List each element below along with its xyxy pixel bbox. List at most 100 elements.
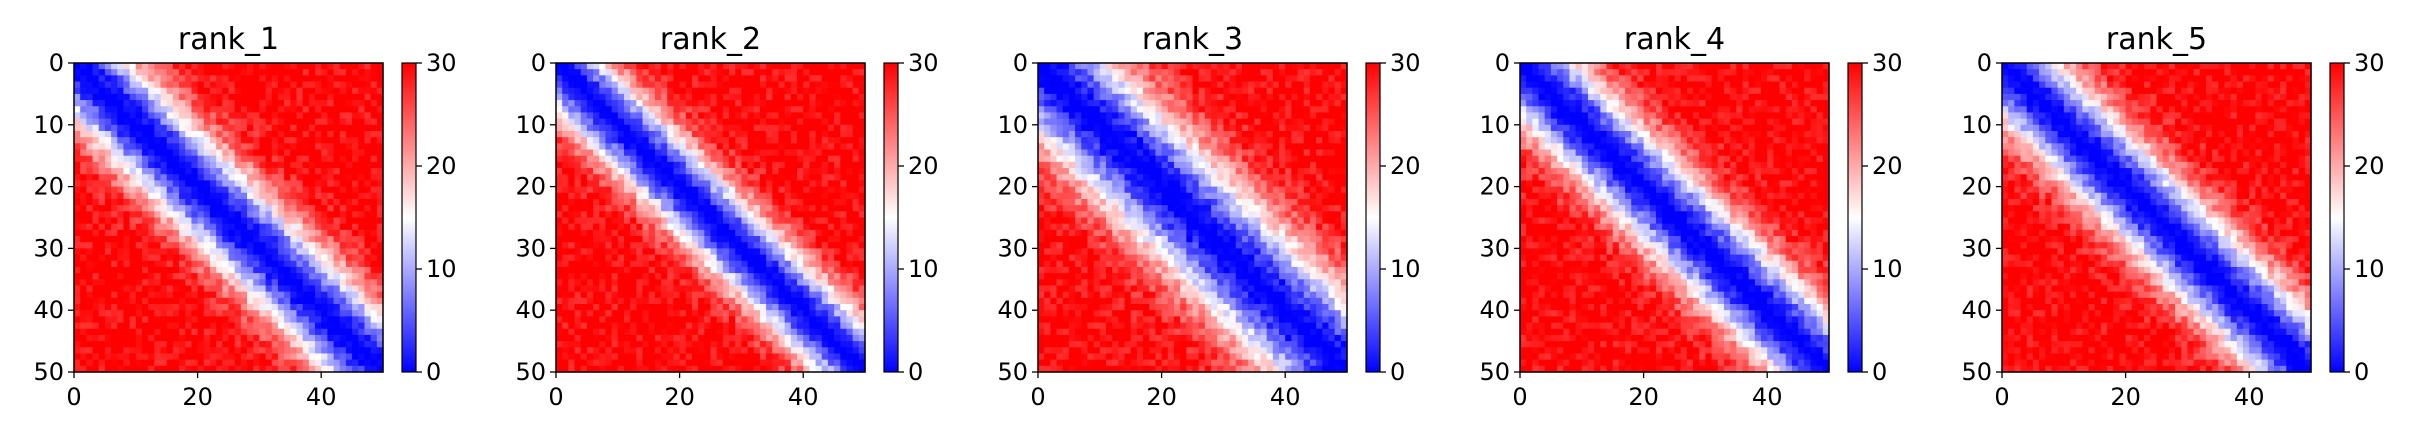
heatmap-cell (160, 310, 168, 317)
heatmap-cell (98, 353, 106, 361)
heatmap-cell (166, 63, 174, 70)
heatmap-cell (98, 118, 106, 126)
heatmap-cell (333, 359, 341, 367)
heatmap-cell (141, 223, 149, 231)
heatmap-cell (790, 242, 798, 249)
heatmap-cell (160, 347, 168, 355)
heatmap-cell (722, 316, 730, 324)
x-tick-label: 0 (66, 383, 81, 411)
heatmap-cell (123, 334, 131, 342)
heatmap-cell (642, 143, 650, 151)
heatmap-cell (160, 161, 168, 169)
heatmap-cell (580, 304, 588, 311)
heatmap-cell (716, 192, 724, 200)
heatmap-cell (642, 63, 650, 70)
heatmap-cell (704, 106, 712, 114)
heatmap-cell (358, 273, 366, 280)
heatmap-cell (778, 279, 786, 287)
heatmap-cell (327, 285, 335, 293)
heatmap-cell (858, 118, 866, 126)
heatmap-cell (556, 359, 563, 367)
heatmap-cell (228, 118, 236, 126)
heatmap-cell (834, 248, 841, 256)
heatmap-cell (148, 217, 155, 225)
heatmap-cell (617, 143, 625, 151)
heatmap-cell (197, 106, 205, 114)
heatmap-cell (111, 304, 118, 311)
heatmap-cell (747, 236, 755, 243)
heatmap-cell (778, 359, 786, 367)
heatmap-cell (630, 334, 637, 342)
heatmap-cell (271, 359, 279, 367)
heatmap-cell (141, 124, 149, 132)
heatmap-cell (104, 328, 112, 336)
heatmap-cell (358, 217, 366, 225)
heatmap-cell (185, 322, 193, 330)
heatmap-cell (803, 242, 810, 249)
heatmap-cell (141, 87, 149, 95)
heatmap-cell (611, 112, 619, 120)
heatmap-cell (216, 359, 223, 367)
heatmap-cell (86, 87, 94, 95)
heatmap-cell (86, 81, 94, 89)
heatmap-cell (716, 297, 724, 305)
heatmap-cell (691, 236, 699, 243)
heatmap-cell (784, 112, 792, 120)
heatmap-cell (259, 266, 267, 274)
heatmap-cell (265, 118, 273, 126)
heatmap-cell (759, 217, 767, 225)
heatmap-cell (790, 285, 798, 293)
heatmap-cell (339, 223, 347, 231)
heatmap-cell (778, 297, 786, 305)
heatmap-cell (858, 242, 866, 249)
heatmap-cell (766, 304, 773, 311)
heatmap-cell (376, 211, 384, 219)
heatmap-cell (766, 106, 773, 114)
heatmap-cell (352, 316, 359, 324)
heatmap-cell (296, 248, 304, 256)
heatmap-cell (284, 236, 291, 243)
heatmap-cell (172, 69, 180, 76)
heatmap-cell (327, 198, 335, 206)
heatmap-cell (339, 198, 347, 206)
heatmap-cell (74, 75, 81, 83)
heatmap-cell (648, 81, 656, 89)
heatmap-cell (667, 353, 675, 361)
heatmap-cell (673, 124, 681, 132)
heatmap-cell (778, 198, 786, 206)
heatmap-cell (679, 124, 687, 132)
heatmap-cell (123, 279, 131, 287)
heatmap-cell (203, 174, 211, 182)
heatmap-cell (315, 223, 322, 231)
heatmap-cell (135, 130, 143, 138)
heatmap-cell (667, 149, 675, 157)
heatmap-cell (333, 211, 341, 219)
heatmap-cell (247, 112, 254, 120)
heatmap-cell (315, 322, 322, 330)
heatmap-cell (203, 242, 211, 249)
heatmap-cell (296, 106, 304, 114)
heatmap-cell (605, 81, 613, 89)
heatmap-cell (679, 81, 687, 89)
heatmap-cell (759, 186, 767, 194)
heatmap-cell (259, 322, 267, 330)
heatmap-cell (209, 192, 217, 200)
heatmap-cell (772, 328, 780, 336)
heatmap-cell (80, 87, 87, 95)
heatmap-cell (253, 130, 260, 138)
heatmap-cell (834, 242, 841, 249)
heatmap-cell (568, 316, 576, 324)
heatmap-cell (228, 186, 236, 194)
heatmap-cell (648, 118, 656, 126)
heatmap-cell (117, 211, 125, 219)
heatmap-cell (611, 273, 619, 280)
heatmap-cell (315, 353, 322, 361)
heatmap-cell (617, 328, 625, 336)
heatmap-cell (92, 106, 100, 114)
heatmap-cell (185, 69, 193, 76)
heatmap-cell (586, 322, 594, 330)
heatmap-cell (852, 266, 860, 274)
heatmap-cell (704, 198, 712, 206)
heatmap-cell (123, 359, 131, 367)
heatmap-cell (747, 316, 755, 324)
